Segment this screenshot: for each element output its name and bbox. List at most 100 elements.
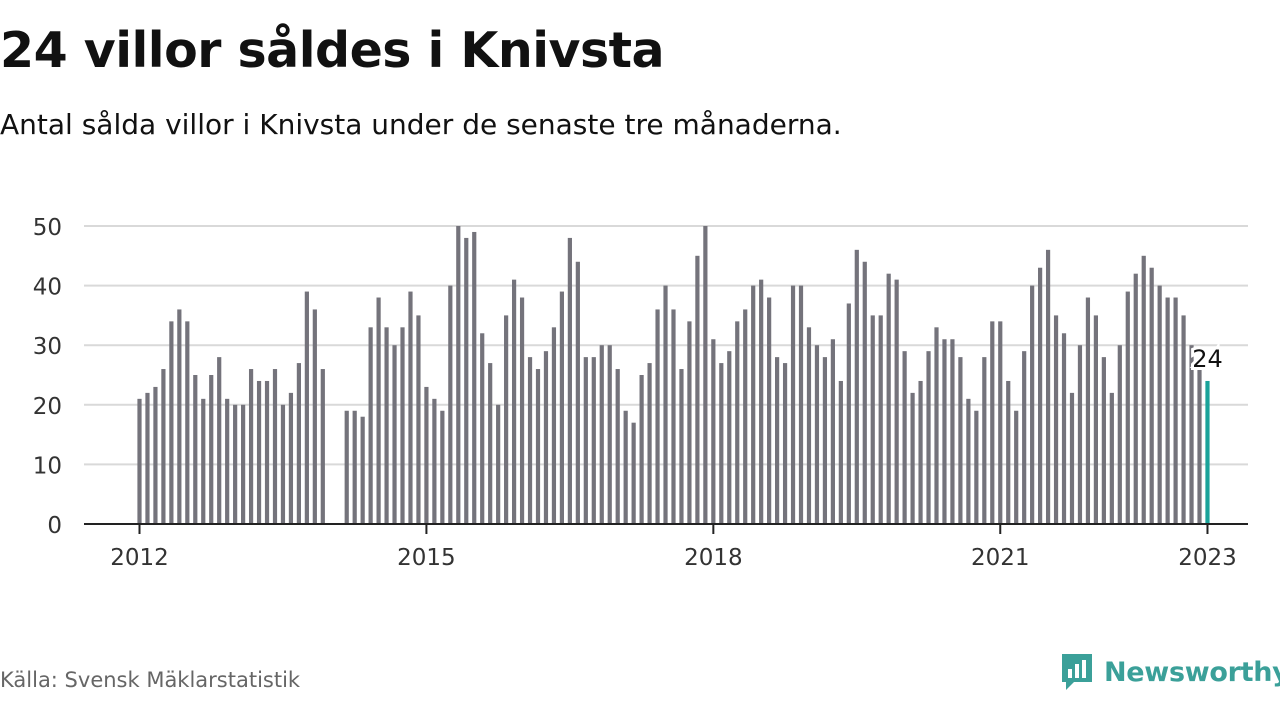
- bar: [1141, 255, 1146, 525]
- bar: [527, 357, 533, 524]
- x-tick-label: 2018: [684, 545, 743, 571]
- bar: [177, 309, 182, 524]
- bar: [894, 279, 899, 524]
- bar: [958, 357, 963, 524]
- bar: [854, 249, 859, 524]
- bar: [225, 398, 230, 524]
- bar: [233, 404, 238, 524]
- bar: [790, 285, 796, 524]
- bars: [137, 226, 1210, 525]
- bar: [1109, 392, 1114, 524]
- chart-subtitle: Antal sålda villor i Knivsta under de se…: [0, 108, 842, 141]
- bar: [392, 345, 397, 524]
- bar: [655, 309, 660, 524]
- bar: [384, 327, 389, 524]
- x-tick-label: 2012: [110, 545, 169, 571]
- bar: [551, 327, 557, 524]
- bar: [982, 357, 987, 524]
- bar: [424, 386, 429, 524]
- bar: [1069, 392, 1075, 524]
- bar: [878, 315, 883, 524]
- bar: [535, 369, 541, 524]
- bar: [456, 226, 461, 524]
- bar: [400, 327, 405, 524]
- bar: [830, 339, 835, 524]
- bar: [217, 357, 222, 524]
- brand-logo[interactable]: Newsworthy: [1060, 652, 1280, 692]
- bar: [671, 309, 676, 524]
- bar: [416, 315, 421, 524]
- bar: [559, 291, 565, 524]
- bar: [647, 363, 652, 524]
- bar: [679, 369, 684, 524]
- bar: [193, 375, 198, 524]
- bar: [910, 392, 915, 524]
- bar: [1133, 273, 1138, 524]
- bar: [256, 380, 262, 524]
- x-tick-label: 2023: [1178, 545, 1237, 571]
- bar: [798, 285, 804, 524]
- bar: [145, 392, 150, 524]
- bar: [767, 297, 772, 524]
- bar: [312, 309, 317, 524]
- bar: [870, 315, 875, 524]
- bar: [432, 398, 437, 524]
- bar: [607, 345, 612, 524]
- bar: [352, 410, 357, 524]
- bar: [599, 345, 604, 524]
- bar: [368, 327, 373, 524]
- bar: [376, 297, 381, 524]
- bar: [623, 410, 628, 524]
- bar: [591, 357, 596, 524]
- bar: [304, 291, 309, 524]
- bar: [1125, 291, 1130, 524]
- bar: [1157, 285, 1162, 524]
- bar: [806, 327, 812, 524]
- bar: [440, 410, 445, 524]
- bar: [464, 237, 469, 525]
- bar: [209, 375, 214, 524]
- bar: [567, 237, 572, 525]
- x-axis-ticks: 2012 2015 2018 2021 2023: [110, 524, 1237, 571]
- data-labels: 24: [1189, 342, 1226, 376]
- bar: [264, 380, 270, 524]
- bar: [201, 398, 206, 524]
- chart-title: 24 villor såldes i Knivsta: [0, 22, 665, 79]
- bar: [1061, 333, 1067, 524]
- bar: [663, 285, 668, 524]
- bar: [488, 363, 493, 524]
- bar: [759, 279, 764, 524]
- bar: [615, 369, 620, 524]
- bar: [846, 303, 851, 524]
- bar: [480, 333, 485, 524]
- bar: [448, 285, 453, 524]
- bar: [719, 363, 724, 524]
- bar: [743, 309, 748, 524]
- bar: [408, 291, 413, 524]
- y-tick-label: 20: [33, 394, 62, 420]
- bar: [886, 273, 891, 524]
- bar: [1006, 380, 1011, 524]
- brand-name: Newsworthy: [1104, 656, 1280, 688]
- bar: [1014, 410, 1019, 524]
- bar: [998, 321, 1003, 524]
- bar: [511, 279, 517, 524]
- bar: [775, 357, 780, 524]
- bar: [751, 285, 756, 524]
- bar: [504, 315, 509, 524]
- bar: [1038, 267, 1043, 524]
- bar: [1093, 315, 1098, 524]
- bar: [472, 231, 477, 524]
- bar: [990, 321, 995, 524]
- bar: [1189, 345, 1194, 524]
- bar: [137, 398, 142, 524]
- bar: [1053, 315, 1059, 524]
- bar: [296, 363, 301, 524]
- bar: [272, 369, 278, 524]
- bar-chart: 0 10 20 30 40 50 2012 2015 2018 2021 2023 24: [33, 215, 1248, 571]
- x-tick-label: 2015: [397, 545, 456, 571]
- bar: [687, 321, 692, 524]
- y-tick-label: 30: [33, 334, 62, 360]
- bar: [1101, 357, 1106, 524]
- bar: [814, 345, 820, 524]
